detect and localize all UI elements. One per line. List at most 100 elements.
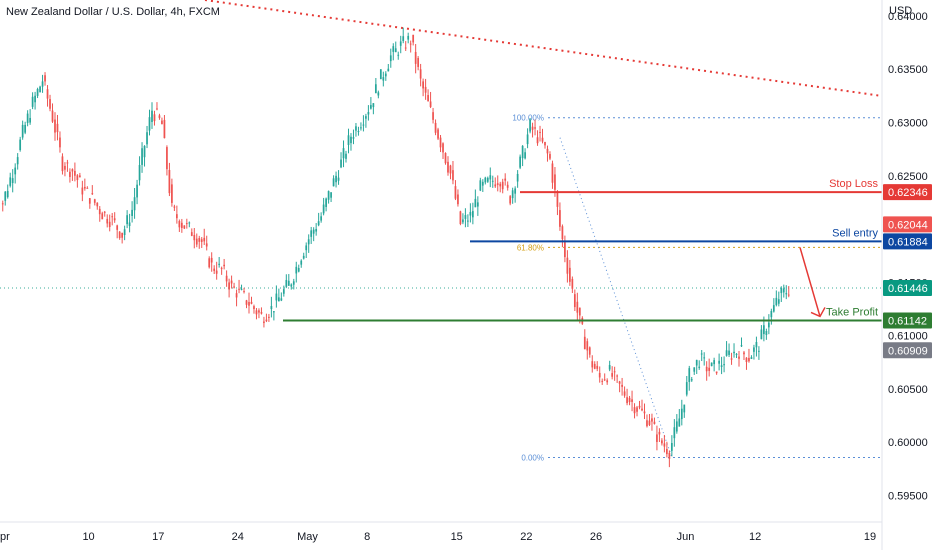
candle-body bbox=[307, 239, 310, 245]
candle-body bbox=[509, 196, 512, 204]
candle-body bbox=[106, 218, 109, 224]
candle-body bbox=[382, 77, 385, 81]
candle-body bbox=[670, 443, 673, 451]
candle-body bbox=[566, 257, 569, 274]
candle-body bbox=[608, 365, 611, 370]
candle-body bbox=[389, 55, 392, 62]
candle-body bbox=[628, 397, 631, 403]
time-axis[interactable]: pr 10 17 24 May 8 15 22 26 Jun 12 19 bbox=[0, 521, 882, 543]
candle-body bbox=[71, 169, 74, 172]
candle-body bbox=[138, 165, 141, 181]
candle-body bbox=[526, 134, 529, 145]
candle-body bbox=[66, 162, 69, 164]
chart-title: New Zealand Dollar / U.S. Dollar, 4h, FX… bbox=[6, 6, 220, 18]
candle-body bbox=[618, 381, 621, 384]
candle-body bbox=[372, 103, 375, 108]
candle-body bbox=[606, 380, 609, 383]
candle-body bbox=[379, 69, 382, 80]
time-tick-label: 15 bbox=[451, 531, 463, 543]
candle-body bbox=[414, 51, 417, 64]
price-tick-label: 0.61000 bbox=[888, 331, 928, 343]
candle-body bbox=[613, 371, 616, 373]
trade-levels[interactable]: Stop Loss Sell entry Take Profit bbox=[283, 178, 882, 322]
candle-body bbox=[730, 358, 733, 360]
candle-body bbox=[698, 366, 701, 368]
candle-body bbox=[78, 175, 81, 178]
candle-body bbox=[738, 356, 740, 359]
price-badge bbox=[883, 312, 932, 329]
candle-body bbox=[387, 68, 390, 72]
candle-body bbox=[720, 365, 723, 367]
candle-body bbox=[775, 297, 778, 306]
candle-body bbox=[123, 229, 126, 235]
candle-body bbox=[499, 183, 502, 187]
candle-body bbox=[474, 198, 477, 208]
candle-body bbox=[616, 375, 619, 377]
candle-body bbox=[623, 391, 626, 396]
candle-body bbox=[417, 58, 420, 67]
time-tick-label: 26 bbox=[590, 531, 602, 543]
descending-trendline[interactable] bbox=[204, 0, 883, 97]
candle-body bbox=[243, 291, 245, 293]
candle-body bbox=[337, 177, 340, 181]
candle-body bbox=[113, 218, 116, 221]
price-badge-label: 0.62346 bbox=[888, 187, 928, 199]
candle-body bbox=[554, 174, 556, 190]
price-axis[interactable]: 0.640000.635000.630000.625000.615000.610… bbox=[881, 0, 928, 550]
projection-arrow[interactable] bbox=[799, 247, 826, 318]
candle-body bbox=[54, 119, 56, 133]
candle-body bbox=[725, 350, 728, 356]
stop-loss-label: Stop Loss bbox=[829, 178, 878, 190]
candle-body bbox=[484, 177, 487, 183]
candle-body bbox=[636, 407, 638, 412]
candle-body bbox=[422, 81, 424, 89]
candle-body bbox=[511, 190, 514, 199]
candle-body bbox=[481, 181, 484, 186]
price-badge-label: 0.62044 bbox=[888, 219, 928, 231]
candle-body bbox=[491, 180, 494, 182]
candle-body bbox=[6, 190, 9, 198]
candle-body bbox=[116, 225, 119, 230]
candle-body bbox=[317, 221, 320, 226]
price-badge bbox=[883, 233, 932, 250]
candle-body bbox=[534, 127, 536, 129]
candle-body bbox=[362, 124, 365, 126]
candle-body bbox=[29, 117, 31, 123]
candle-body bbox=[230, 280, 233, 284]
candle-body bbox=[215, 270, 218, 274]
candle-body bbox=[248, 301, 250, 306]
fibonacci-retracement[interactable]: 100.00% 61.80% 0.00% bbox=[0, 114, 882, 463]
candle-body bbox=[506, 184, 509, 188]
candle-body bbox=[21, 124, 24, 138]
candle-body bbox=[447, 161, 449, 173]
candle-body bbox=[86, 187, 89, 189]
candle-body bbox=[126, 215, 128, 225]
candle-body bbox=[285, 279, 288, 287]
candle-body bbox=[496, 183, 499, 185]
candle-body bbox=[190, 232, 193, 236]
candle-body bbox=[195, 238, 198, 245]
candle-body bbox=[64, 165, 66, 170]
candle-body bbox=[743, 352, 745, 355]
candle-body bbox=[546, 148, 549, 154]
price-tick-label: 0.59500 bbox=[888, 490, 928, 502]
candle-body bbox=[200, 239, 203, 242]
candle-body bbox=[767, 322, 770, 328]
candle-body bbox=[394, 48, 397, 53]
candle-body bbox=[407, 35, 410, 40]
price-tick-label: 0.60000 bbox=[888, 437, 928, 449]
time-tick-label: 17 bbox=[152, 531, 164, 543]
fib-trend-line bbox=[559, 137, 673, 458]
candle-body bbox=[424, 86, 427, 93]
candle-body bbox=[561, 226, 564, 240]
candle-body bbox=[700, 353, 703, 355]
candle-body bbox=[292, 281, 295, 285]
candle-body bbox=[31, 96, 34, 107]
candle-body bbox=[442, 143, 444, 153]
candle-body bbox=[588, 347, 591, 355]
candle-body bbox=[374, 84, 377, 94]
candle-body bbox=[544, 142, 546, 146]
candle-body bbox=[772, 305, 775, 312]
candle-body bbox=[787, 294, 790, 296]
